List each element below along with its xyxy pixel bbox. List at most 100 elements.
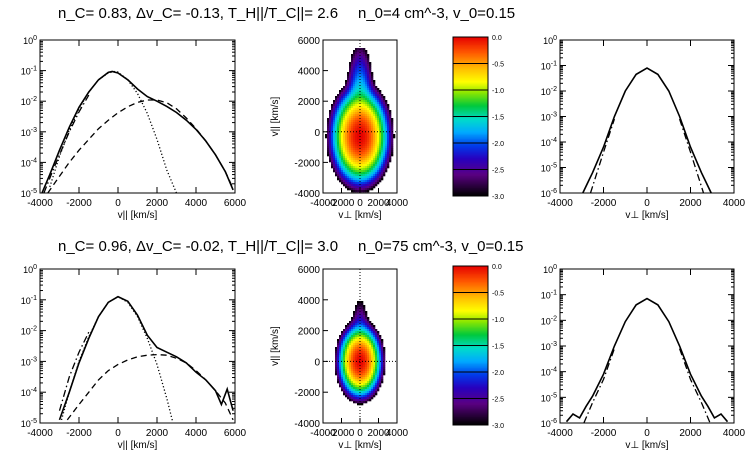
r2_2d-cell bbox=[353, 349, 356, 352]
r2_2d-cell bbox=[383, 355, 386, 358]
r1_2d-cell bbox=[333, 130, 336, 133]
r1_2d-cell bbox=[329, 128, 332, 131]
r1_2d-cell bbox=[377, 112, 380, 115]
r1_2d-colorbar-label: -2.0 bbox=[492, 141, 504, 148]
r2_perp-series-solid bbox=[565, 297, 729, 423]
r1_2d-cell bbox=[337, 126, 340, 129]
r1_2d-cell bbox=[351, 164, 354, 167]
r2_2d-colorbar-band bbox=[453, 411, 488, 414]
r2_2d-cell bbox=[341, 351, 344, 354]
r2_2d-cell bbox=[343, 349, 346, 352]
r2_2d-cell bbox=[363, 307, 366, 310]
r1_2d-cell bbox=[327, 138, 330, 141]
r1_2d-cell bbox=[351, 134, 354, 137]
r1_2d-cell bbox=[367, 102, 370, 105]
r1_2d-cell bbox=[379, 110, 382, 113]
r2_2d-cell bbox=[357, 305, 360, 308]
r2_2d-cell bbox=[361, 363, 364, 366]
r1_2d-cell bbox=[357, 170, 360, 173]
r1_2d-cell bbox=[343, 86, 346, 89]
r1_2d-cell bbox=[349, 90, 352, 93]
r2_2d-cell bbox=[371, 363, 374, 366]
r1_2d-cell bbox=[345, 114, 348, 117]
r2_2d-colorbar-band bbox=[453, 377, 488, 380]
r1_2d-cell bbox=[349, 178, 352, 181]
r1_2d-cell bbox=[353, 96, 356, 99]
r2_2d-cell bbox=[365, 393, 368, 396]
r1_2d-cell bbox=[375, 152, 378, 155]
r2_2d-cell bbox=[381, 357, 384, 360]
r1_2d-cell bbox=[349, 92, 352, 95]
r1_2d-cell bbox=[327, 144, 330, 147]
r1_2d-cell bbox=[369, 72, 372, 75]
r1_2d-colorbar-band bbox=[453, 152, 488, 155]
r2_par-series-dashed bbox=[66, 353, 234, 421]
r1_2d-cell bbox=[359, 142, 362, 145]
r1_2d-cell bbox=[351, 70, 354, 73]
r2_perp-series-dashdot bbox=[678, 348, 711, 424]
r1_2d-cell bbox=[353, 164, 356, 167]
r1_2d-cell bbox=[353, 170, 356, 173]
r1_2d-colorbar-band bbox=[453, 74, 488, 76]
r2_2d-cell bbox=[351, 327, 354, 330]
r1_2d-cell bbox=[339, 152, 342, 155]
r1_2d-colorbar-label: -0.5 bbox=[492, 62, 504, 69]
r1_2d-cell bbox=[357, 70, 360, 73]
r2_2d-cell bbox=[367, 379, 370, 382]
r1_2d-cell bbox=[349, 180, 352, 183]
r2_2d-cell bbox=[379, 373, 382, 376]
r2_2d-cell bbox=[349, 347, 352, 350]
r1_2d-cell bbox=[385, 114, 388, 117]
r1_2d-cell bbox=[357, 180, 360, 183]
r1_2d-cell bbox=[345, 150, 348, 153]
r1_2d-cell bbox=[373, 94, 376, 97]
r1_2d-colorbar-band bbox=[453, 121, 488, 124]
r2_2d-cell bbox=[357, 347, 360, 350]
r1_2d-cell bbox=[343, 116, 346, 119]
r2_2d-cell bbox=[361, 395, 364, 398]
r1_2d-cell bbox=[371, 156, 374, 159]
r2_2d-cell bbox=[373, 395, 376, 398]
r2_2d-cell bbox=[341, 359, 344, 362]
r1_2d-cell bbox=[333, 140, 336, 143]
r2_2d-cell bbox=[353, 393, 356, 396]
r2_2d-cell bbox=[355, 369, 358, 372]
r2_2d-cell bbox=[373, 341, 376, 344]
r2_2d-cell bbox=[347, 363, 350, 366]
r2_2d-cell bbox=[359, 395, 362, 398]
r2_2d-cell bbox=[349, 329, 352, 332]
r2_2d-cell bbox=[349, 341, 352, 344]
r1_2d-cell bbox=[347, 118, 350, 121]
r2_2d-cell bbox=[359, 333, 362, 336]
r1_2d-cell bbox=[353, 58, 356, 61]
r1_2d-cell bbox=[335, 172, 338, 175]
r1_2d-cell bbox=[355, 80, 358, 83]
r2_2d-colorbar-band bbox=[453, 316, 488, 319]
r2_2d-cell bbox=[355, 343, 358, 346]
r2_2d-colorbar-band bbox=[453, 342, 488, 345]
r1_2d-cell bbox=[337, 128, 340, 131]
r1_2d-cell bbox=[365, 114, 368, 117]
r1_2d-cell bbox=[367, 88, 370, 91]
r2_2d-cell bbox=[363, 313, 366, 316]
r2_2d-cell bbox=[365, 339, 368, 342]
r1_2d-cell bbox=[337, 134, 340, 137]
r1_2d-cell bbox=[357, 114, 360, 117]
r1_2d-cell bbox=[385, 116, 388, 119]
r1_2d-cell bbox=[343, 162, 346, 165]
r1_2d-cell bbox=[385, 168, 388, 171]
r1_2d-cell bbox=[349, 136, 352, 139]
r1_2d-cell bbox=[353, 98, 356, 101]
r2_2d-cell bbox=[339, 355, 342, 358]
r1_2d-cell bbox=[365, 182, 368, 185]
r1_2d-cell bbox=[353, 68, 356, 71]
r2_2d-cell bbox=[373, 381, 376, 384]
r2_2d-cell bbox=[373, 349, 376, 352]
r1_2d-cell bbox=[369, 172, 372, 175]
r2_2d-cell bbox=[353, 315, 356, 318]
r1_2d-cell bbox=[353, 92, 356, 95]
r1_2d-cell bbox=[373, 102, 376, 105]
r1_2d-cell bbox=[349, 168, 352, 171]
r1_par-xlabel: v|| [km/s] bbox=[118, 210, 158, 221]
r1_2d-cell bbox=[351, 190, 354, 193]
